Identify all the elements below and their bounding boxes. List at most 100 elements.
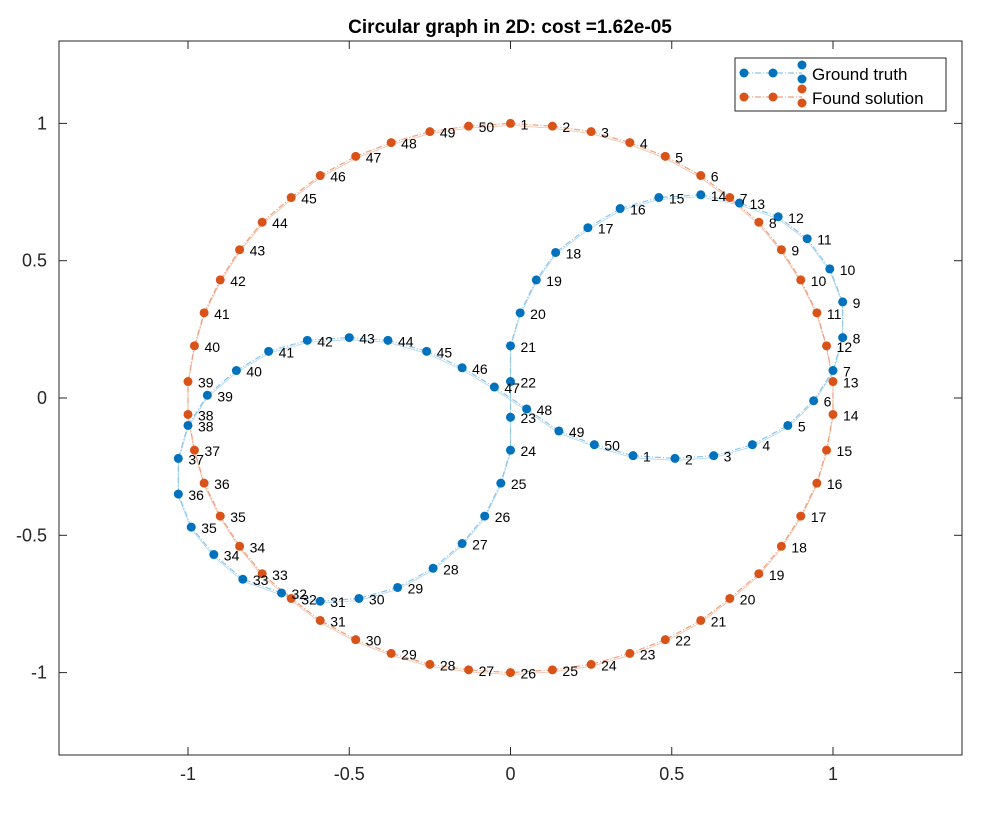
found-solution-edge — [261, 199, 292, 225]
ground-truth-node-46 — [457, 363, 467, 373]
found-solution-edge — [758, 221, 782, 251]
found-solution-edge — [552, 663, 592, 671]
found-solution-edge — [355, 641, 392, 656]
found-solution-node-label-1: 1 — [521, 116, 529, 132]
ground-truth-node-39 — [202, 390, 212, 400]
found-solution-edge — [203, 482, 221, 517]
legend-marker — [768, 68, 778, 78]
ground-truth-edge — [700, 194, 740, 204]
found-solution-edge — [391, 131, 431, 144]
found-solution-node-49 — [425, 127, 435, 137]
graph-markers — [173, 118, 848, 678]
found-solution-edge — [319, 619, 356, 641]
found-solution-edge — [729, 199, 760, 225]
found-solution-node-label-43: 43 — [250, 243, 266, 259]
found-solution-node-label-33: 33 — [272, 567, 288, 583]
ground-truth-edge — [620, 199, 659, 211]
found-solution-node-27 — [464, 665, 474, 675]
ground-truth-node-5 — [783, 420, 793, 430]
found-solution-node-9 — [776, 245, 786, 255]
found-solution-edge — [591, 133, 630, 145]
found-solution-node-label-18: 18 — [791, 539, 807, 555]
ground-truth-node-label-27: 27 — [472, 537, 488, 553]
found-solution-node-label-37: 37 — [204, 443, 220, 459]
ground-truth-node-label-24: 24 — [521, 443, 537, 459]
ground-truth-edge — [594, 444, 634, 457]
ground-truth-node-23 — [506, 412, 515, 422]
ground-truth-node-label-8: 8 — [853, 331, 861, 347]
legend-marker — [797, 74, 807, 84]
ground-truth-node-3 — [709, 451, 719, 461]
found-solution-node-19 — [754, 569, 764, 579]
ground-truth-node-label-14: 14 — [711, 188, 727, 204]
found-solution-node-47 — [351, 151, 361, 161]
found-solution-edge — [729, 573, 760, 599]
ground-truth-edge — [190, 528, 215, 557]
ground-truth-edge — [739, 202, 779, 218]
ground-truth-node-33 — [238, 574, 248, 584]
ground-truth-edge — [484, 482, 502, 517]
found-solution-edge — [552, 665, 592, 673]
found-solution-edge — [629, 641, 666, 656]
found-solution-edge — [665, 622, 701, 643]
found-solution-node-label-5: 5 — [675, 149, 683, 165]
ground-truth-edge — [713, 446, 753, 459]
found-solution-node-15 — [822, 445, 832, 455]
ground-truth-node-14 — [696, 190, 706, 200]
found-solution-node-label-10: 10 — [811, 273, 827, 289]
found-solution-edge — [780, 515, 802, 547]
x-tick-label: 1 — [828, 764, 838, 784]
found-solution-edge — [219, 249, 241, 281]
found-solution-node-24 — [586, 659, 596, 669]
ground-truth-node-label-16: 16 — [630, 202, 646, 218]
found-solution-node-17 — [796, 511, 806, 521]
ground-truth-edge — [187, 394, 208, 426]
ground-truth-edge — [752, 424, 789, 446]
x-tick-label: 0.5 — [659, 764, 684, 784]
found-solution-edge — [261, 197, 292, 223]
found-solution-edge — [261, 573, 292, 599]
ground-truth-edge — [674, 457, 714, 461]
found-solution-node-7 — [725, 193, 735, 203]
found-solution-node-label-15: 15 — [837, 443, 853, 459]
ground-truth-edge — [320, 600, 359, 604]
ground-truth-node-label-50: 50 — [604, 438, 620, 454]
ground-truth-node-label-37: 37 — [188, 451, 204, 467]
found-solution-edge — [193, 450, 205, 484]
ground-truth-edge — [558, 432, 595, 448]
ground-truth-node-8 — [838, 333, 848, 343]
ground-truth-node-label-17: 17 — [598, 221, 614, 237]
ground-truth-node-label-42: 42 — [317, 333, 333, 349]
ground-truth-edge — [633, 455, 676, 460]
found-solution-node-50 — [464, 121, 474, 131]
found-solution-edge — [355, 639, 392, 654]
found-solution-edge — [591, 655, 630, 667]
ground-truth-node-label-18: 18 — [566, 245, 582, 261]
found-solution-node-12 — [822, 341, 832, 351]
found-solution-edge — [355, 144, 392, 159]
found-solution-node-label-44: 44 — [272, 215, 288, 231]
found-solution-edge — [391, 133, 430, 145]
ground-truth-node-label-31: 31 — [330, 594, 346, 610]
ground-truth-node-label-43: 43 — [359, 331, 375, 347]
legend[interactable]: Ground truth Found solution — [734, 57, 947, 112]
found-solution-edge — [552, 125, 592, 133]
found-solution-node-26 — [506, 668, 515, 678]
ground-truth-edge — [700, 196, 740, 206]
found-solution-node-label-12: 12 — [837, 339, 853, 355]
ground-truth-node-49 — [554, 426, 564, 436]
ground-truth-node-25 — [496, 478, 506, 488]
found-solution-node-label-42: 42 — [230, 273, 246, 289]
found-solution-node-13 — [828, 377, 838, 387]
found-solution-edge — [629, 144, 666, 159]
found-solution-node-label-17: 17 — [811, 509, 827, 525]
found-solution-node-label-40: 40 — [204, 339, 220, 355]
found-solution-node-label-21: 21 — [711, 613, 727, 629]
ground-truth-edge — [555, 229, 589, 255]
found-solution-edge — [700, 600, 731, 623]
ground-truth-node-label-4: 4 — [762, 438, 770, 454]
ground-truth-node-32 — [277, 588, 287, 598]
ground-truth-edge — [777, 218, 808, 242]
ground-truth-edge — [535, 252, 557, 281]
found-solution-node-36 — [199, 478, 209, 488]
